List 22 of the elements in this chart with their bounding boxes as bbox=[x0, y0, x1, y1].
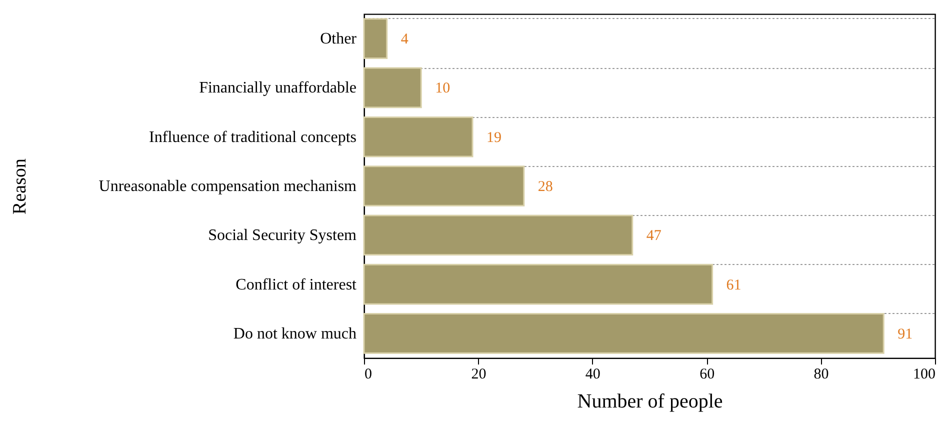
y-tick-label: Financially unaffordable bbox=[199, 80, 356, 97]
data-label: 47 bbox=[646, 228, 662, 244]
x-tick-label: 20 bbox=[471, 366, 486, 382]
x-tick-label: 100 bbox=[913, 366, 936, 382]
y-tick-label: Do not know much bbox=[233, 325, 356, 342]
x-axis-title: Number of people bbox=[577, 390, 723, 412]
y-tick-label: Influence of traditional concepts bbox=[149, 128, 356, 146]
y-tick-label: Other bbox=[320, 30, 358, 48]
x-tick-label: 40 bbox=[585, 366, 600, 382]
x-tick-label: 60 bbox=[700, 366, 715, 382]
y-tick-label: Conflict of interest bbox=[236, 276, 358, 294]
data-label: 91 bbox=[898, 326, 913, 342]
x-tick-label: 80 bbox=[814, 366, 829, 382]
data-label: 19 bbox=[486, 130, 502, 146]
data-label: 4 bbox=[400, 32, 409, 48]
data-label: 28 bbox=[538, 179, 553, 195]
data-label: 61 bbox=[726, 277, 742, 294]
data-label: 10 bbox=[435, 80, 450, 97]
x-tick-label: 0 bbox=[364, 366, 372, 382]
y-tick-label: Social Security System bbox=[208, 227, 358, 244]
y-tick-label: Unreasonable compensation mechanism bbox=[98, 178, 358, 195]
y-axis-title: Reason bbox=[10, 158, 30, 214]
